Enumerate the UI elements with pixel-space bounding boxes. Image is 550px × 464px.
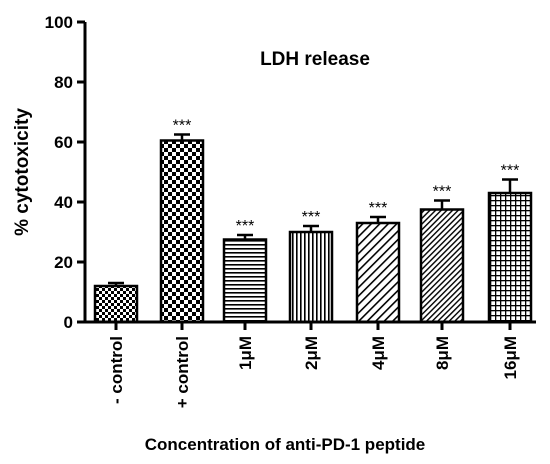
bar-group: *** <box>355 200 401 324</box>
bar <box>222 238 268 324</box>
x-tick-label: 16μM <box>501 336 520 379</box>
y-axis: 0 20 40 60 80 100 <box>45 13 87 332</box>
bars: *** *** *** *** *** *** <box>93 118 533 324</box>
y-tick-label: 100 <box>45 13 73 32</box>
significance-label: *** <box>302 209 321 226</box>
bar <box>159 139 205 324</box>
bar <box>355 221 401 324</box>
bar <box>419 208 465 324</box>
y-tick-label: 20 <box>54 253 73 272</box>
bar <box>487 191 533 324</box>
bar <box>288 230 334 324</box>
x-tick-label: 2μM <box>302 336 321 370</box>
y-axis-label: % cytotoxicity <box>12 108 33 236</box>
bar-group: *** <box>159 118 205 324</box>
significance-label: *** <box>236 218 255 235</box>
significance-label: *** <box>433 184 452 201</box>
chart-title: LDH release <box>260 49 370 70</box>
x-tick-label: 4μM <box>369 336 388 370</box>
bar-group: *** <box>288 209 334 324</box>
x-axis-label: Concentration of anti-PD-1 peptide <box>145 435 426 454</box>
bar-group: *** <box>487 163 533 324</box>
y-tick-label: 80 <box>54 73 73 92</box>
x-tick-label: 1μM <box>236 336 255 370</box>
bar-group: *** <box>419 184 465 324</box>
x-tick-label: 8μM <box>433 336 452 370</box>
bar-group <box>93 281 139 324</box>
significance-label: *** <box>369 200 388 217</box>
y-tick-label: 0 <box>64 313 73 332</box>
significance-label: *** <box>173 118 192 135</box>
x-axis: - control + control 1μM 2μM 4μM 8μM 16μM <box>85 320 536 408</box>
significance-label: *** <box>501 163 520 180</box>
bar-group: *** <box>222 218 268 324</box>
x-tick-label: - control <box>107 336 126 404</box>
x-tick-label: + control <box>173 336 192 408</box>
y-tick-label: 40 <box>54 193 73 212</box>
bar <box>93 284 139 324</box>
y-tick-label: 60 <box>54 133 73 152</box>
